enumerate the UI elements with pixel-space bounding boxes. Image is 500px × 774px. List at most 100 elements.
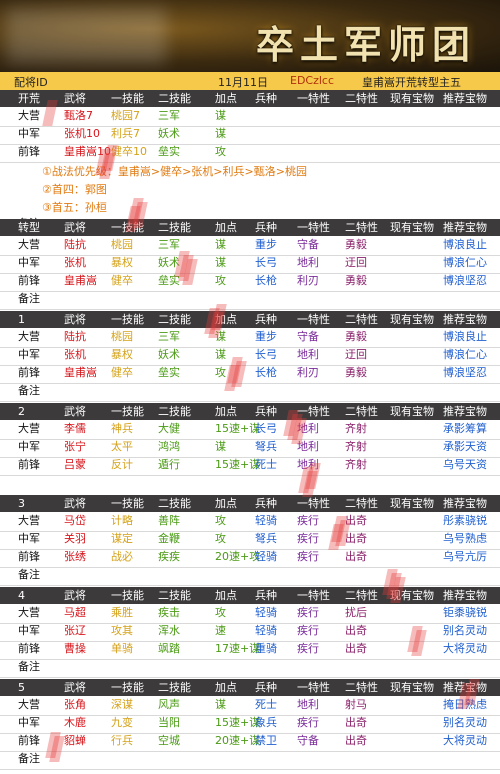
cell-points: 谋 bbox=[215, 330, 226, 343]
cell-trait2: 迂回 bbox=[345, 256, 367, 269]
remark-row: 备注 bbox=[0, 751, 500, 770]
cell-points: 15速+谋 bbox=[215, 716, 261, 729]
column-header: 兵种 bbox=[255, 313, 277, 326]
cell-trait2: 出奇 bbox=[345, 550, 367, 563]
cell-skill1: 利兵7 bbox=[111, 127, 140, 140]
column-header: 一特性 bbox=[297, 497, 330, 510]
column-header: 二特性 bbox=[345, 497, 378, 510]
table-row: 中军 木鹿 九变 当阳 15速+谋 象兵 疾行 出奇 别名灵动 bbox=[0, 715, 500, 734]
cell-trait1: 疾行 bbox=[297, 606, 319, 619]
cell-troop: 轻骑 bbox=[255, 550, 277, 563]
cell-trait1: 守备 bbox=[297, 238, 319, 251]
column-header: 加点 bbox=[215, 497, 237, 510]
row-position: 前锋 bbox=[18, 734, 40, 747]
cell-trait2: 射马 bbox=[345, 698, 367, 711]
cell-troop: 长枪 bbox=[255, 366, 277, 379]
column-header: 加点 bbox=[215, 313, 237, 326]
strategy-note: ③首五：孙桓 bbox=[42, 201, 107, 214]
cell-skill2: 空城 bbox=[158, 734, 180, 747]
cell-skill1: 健卒 bbox=[111, 274, 133, 287]
cell-trait2: 迂回 bbox=[345, 348, 367, 361]
cell-rec: 承影筹算 bbox=[443, 422, 487, 435]
column-header: 推荐宝物 bbox=[443, 221, 487, 234]
cell-points: 谋 bbox=[215, 127, 226, 140]
remark-row: 备注 bbox=[0, 291, 500, 310]
cell-skill1: 暴权 bbox=[111, 348, 133, 361]
cell-skill2: 鸿鸿 bbox=[158, 440, 180, 453]
cell-troop: 弩兵 bbox=[255, 440, 277, 453]
column-header: 推荐宝物 bbox=[443, 313, 487, 326]
column-header: 二特性 bbox=[345, 589, 378, 602]
cell-skill1: 健卒10 bbox=[111, 145, 147, 158]
cell-troop: 象兵 bbox=[255, 716, 277, 729]
cell-points: 攻 bbox=[215, 606, 226, 619]
section-label: 开荒 bbox=[18, 92, 40, 105]
cell-trait2: 勇毅 bbox=[345, 238, 367, 251]
cell-troop: 轻骑 bbox=[255, 624, 277, 637]
column-header: 兵种 bbox=[255, 405, 277, 418]
row-position: 大营 bbox=[18, 698, 40, 711]
cell-points: 20速+谋 bbox=[215, 734, 261, 747]
column-header: 一技能 bbox=[111, 497, 144, 510]
column-header: 加点 bbox=[215, 681, 237, 694]
cell-skill1: 攻其 bbox=[111, 624, 133, 637]
column-header: 现有宝物 bbox=[390, 221, 434, 234]
cell-trait1: 利刃 bbox=[297, 274, 319, 287]
cell-general: 马超 bbox=[64, 606, 86, 619]
cell-skill1: 深谋 bbox=[111, 698, 133, 711]
table-row: 前锋 曹操 单骑 飒踏 17速+谋 重骑 疾行 出奇 大将灵动 bbox=[0, 641, 500, 660]
table-row: 中军 张机 暴权 妖术 谋 长弓 地利 迂回 博浪仁心 bbox=[0, 347, 500, 366]
table-row: 前锋 吕蒙 反计 遁行 15速+谋 死士 地利 齐射 乌号天资 bbox=[0, 457, 500, 476]
row-position: 中军 bbox=[18, 256, 40, 269]
row-position: 大营 bbox=[18, 330, 40, 343]
cell-general: 张机 bbox=[64, 256, 86, 269]
column-header: 一技能 bbox=[111, 405, 144, 418]
cell-trait2: 勇毅 bbox=[345, 274, 367, 287]
table-row: 大营 陆抗 桃园 三军 谋 重步 守备 勇毅 博浪良止 bbox=[0, 237, 500, 256]
cell-trait1: 疾行 bbox=[297, 624, 319, 637]
cell-rec: 乌号亢厉 bbox=[443, 550, 487, 563]
cell-skill2: 浑水 bbox=[158, 624, 180, 637]
cell-troop: 长弓 bbox=[255, 422, 277, 435]
cell-rec: 博浪仁心 bbox=[443, 256, 487, 269]
column-header: 武将 bbox=[64, 221, 86, 234]
cell-trait2: 出奇 bbox=[345, 514, 367, 527]
column-header: 二技能 bbox=[158, 681, 191, 694]
cell-general: 张机 bbox=[64, 348, 86, 361]
lineup-date: 11月11日 bbox=[218, 76, 268, 89]
cell-rec: 承影天资 bbox=[443, 440, 487, 453]
column-header: 一技能 bbox=[111, 221, 144, 234]
column-header: 现有宝物 bbox=[390, 313, 434, 326]
cell-general: 皇甫嵩 bbox=[64, 366, 97, 379]
section-header-row: 5 武将 一技能 二技能 加点 兵种 一特性 二特性 现有宝物 推荐宝物 bbox=[0, 679, 500, 696]
column-header: 二特性 bbox=[345, 681, 378, 694]
banner-logo: 卒土军师团 bbox=[255, 22, 476, 67]
cell-trait2: 勇毅 bbox=[345, 366, 367, 379]
row-position: 前锋 bbox=[18, 550, 40, 563]
cell-general: 张机10 bbox=[64, 127, 100, 140]
cell-general: 陆抗 bbox=[64, 330, 86, 343]
table-row: 前锋 皇甫嵩10 健卒10 垒实 攻 bbox=[0, 144, 500, 163]
cell-rec: 博浪坚忍 bbox=[443, 274, 487, 287]
section-label: 5 bbox=[18, 681, 25, 694]
section-label: 2 bbox=[18, 405, 25, 418]
cell-skill1: 健卒 bbox=[111, 366, 133, 379]
table-row: 中军 张机10 利兵7 妖术 谋 bbox=[0, 126, 500, 145]
section-label: 3 bbox=[18, 497, 25, 510]
cell-skill2: 金鞭 bbox=[158, 532, 180, 545]
row-position: 中军 bbox=[18, 127, 40, 140]
remark-row: 备注 bbox=[0, 383, 500, 402]
cell-troop: 死士 bbox=[255, 458, 277, 471]
cell-trait1: 地利 bbox=[297, 458, 319, 471]
cell-troop: 长枪 bbox=[255, 274, 277, 287]
cell-troop: 重步 bbox=[255, 330, 277, 343]
cell-trait2: 出奇 bbox=[345, 642, 367, 655]
remark-row: 备注 bbox=[0, 567, 500, 586]
lineup-id-bar: 配将ID 11月11日 EDCzlcc 皇甫嵩开荒转型主五 bbox=[0, 72, 500, 90]
remark-label: 备注 bbox=[18, 568, 40, 581]
cell-trait1: 守备 bbox=[297, 734, 319, 747]
row-position: 中军 bbox=[18, 624, 40, 637]
cell-points: 15速+谋 bbox=[215, 458, 261, 471]
cell-points: 攻 bbox=[215, 274, 226, 287]
banner-image: 卒土军师团 bbox=[0, 0, 500, 72]
